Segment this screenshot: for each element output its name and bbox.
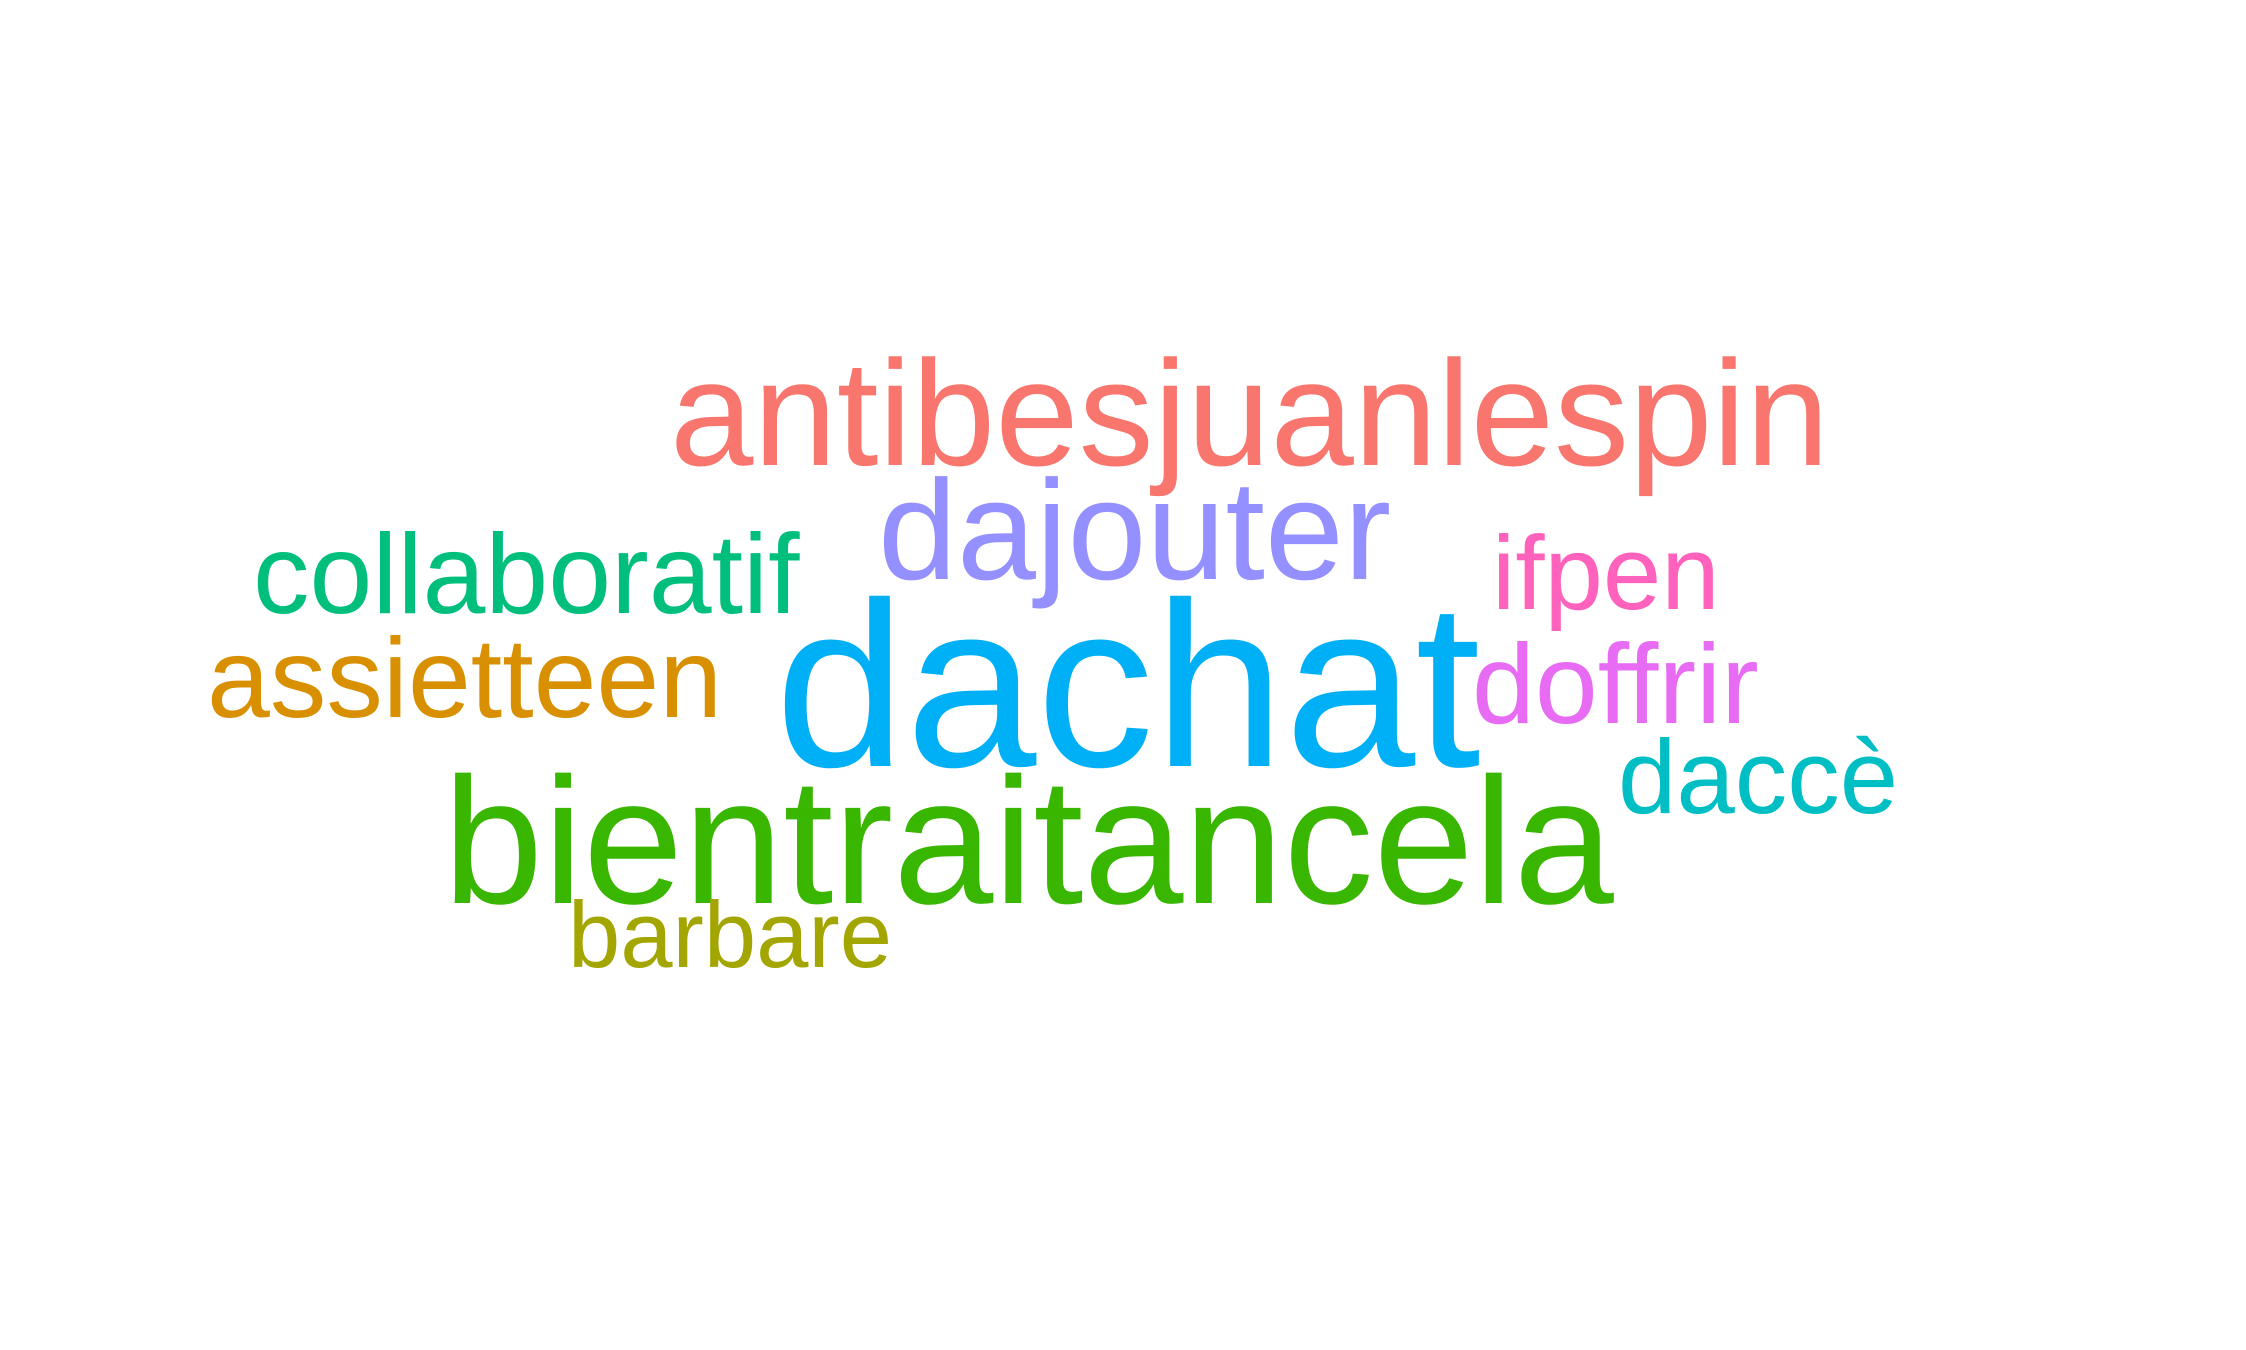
word-ifpen: ifpen bbox=[1492, 515, 1720, 632]
word-dachat: dachat bbox=[775, 553, 1481, 816]
word-antibesjuanlespin: antibesjuanlespin bbox=[670, 329, 1830, 497]
word-dajouter: dajouter bbox=[878, 451, 1392, 610]
word-dacce: daccè bbox=[1618, 719, 1899, 836]
word-barbare: barbare bbox=[568, 882, 892, 987]
word-collaboratif: collaboratif bbox=[253, 511, 800, 637]
word-assietteen: assietteen bbox=[207, 615, 723, 741]
word-bientraitancela: bientraitancela bbox=[443, 741, 1614, 942]
word-doffrir: doffrir bbox=[1472, 621, 1759, 747]
